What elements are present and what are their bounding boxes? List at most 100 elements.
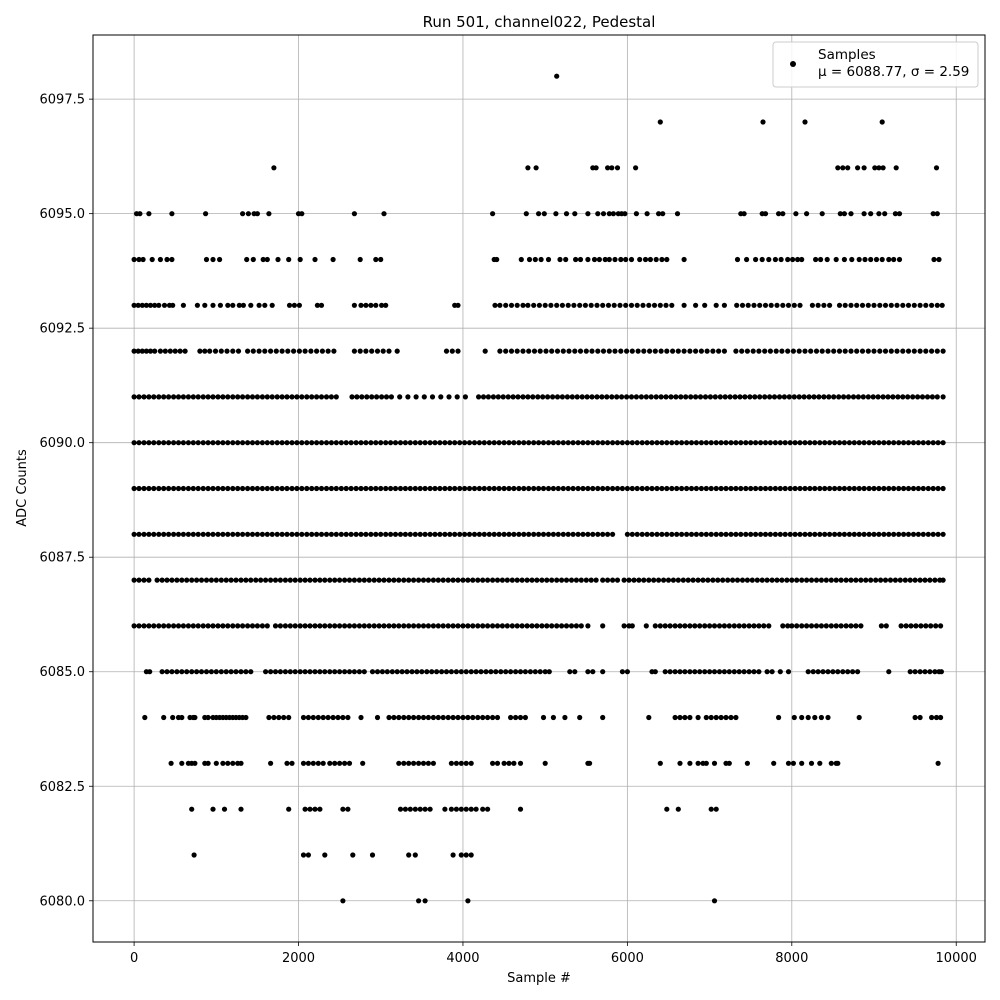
data-point (896, 440, 902, 446)
data-point (835, 760, 841, 766)
data-point (337, 577, 343, 583)
data-point (146, 623, 152, 629)
data-point (215, 440, 221, 446)
data-point (328, 485, 334, 492)
data-point (880, 165, 886, 171)
data-point (475, 623, 481, 629)
data-point (664, 348, 670, 354)
data-point (808, 577, 815, 583)
data-point (346, 760, 353, 766)
data-point (238, 806, 244, 812)
data-point (589, 394, 595, 400)
data-point (386, 623, 392, 629)
data-point (292, 577, 298, 583)
data-point (717, 394, 723, 400)
data-point (401, 760, 407, 766)
data-point (412, 440, 418, 446)
data-point (388, 440, 394, 446)
data-point (151, 485, 157, 492)
data-point (168, 760, 174, 766)
data-point (769, 577, 775, 583)
data-point (656, 577, 662, 583)
data-point (195, 485, 201, 492)
data-point (580, 531, 586, 537)
data-point (268, 760, 274, 766)
data-point (629, 485, 635, 492)
data-point (511, 531, 517, 537)
data-point (198, 577, 205, 583)
data-point (733, 714, 739, 721)
data-point (846, 531, 853, 537)
data-point (600, 714, 606, 721)
data-point (420, 577, 427, 583)
data-point (846, 440, 853, 446)
data-point (175, 531, 182, 537)
data-point (664, 531, 670, 537)
data-point (332, 623, 338, 629)
data-point (646, 714, 652, 721)
data-point (649, 485, 655, 492)
data-point (672, 623, 678, 629)
data-point (147, 302, 154, 308)
data-point (703, 531, 709, 537)
data-point (922, 669, 928, 675)
data-point (733, 531, 739, 537)
data-point (685, 577, 691, 583)
data-point (629, 531, 635, 537)
data-point (923, 302, 929, 308)
data-point (272, 577, 279, 583)
data-point (731, 623, 737, 629)
data-point (675, 806, 681, 812)
data-point (236, 302, 242, 308)
data-point (537, 348, 543, 354)
data-point (164, 577, 170, 583)
data-point (416, 898, 422, 904)
data-point (358, 485, 364, 492)
data-point (185, 485, 191, 492)
data-point (406, 577, 412, 583)
data-point (338, 485, 344, 492)
data-point (135, 348, 141, 354)
data-point (710, 348, 716, 354)
data-point (738, 440, 744, 446)
data-point (589, 348, 595, 354)
data-point (328, 394, 334, 400)
data-point (940, 485, 946, 492)
data-point (836, 440, 843, 446)
data-point (674, 485, 680, 492)
data-point (421, 394, 427, 400)
data-point (854, 348, 860, 354)
data-point (777, 440, 783, 446)
data-point (600, 348, 607, 354)
data-point (452, 531, 458, 537)
data-point (284, 531, 290, 537)
data-point (549, 577, 555, 583)
data-point (383, 440, 389, 446)
data-point (612, 348, 618, 354)
data-point (143, 348, 149, 354)
data-point (799, 714, 805, 721)
data-point (813, 577, 820, 583)
data-point (605, 165, 611, 171)
data-point (559, 577, 565, 583)
data-point (756, 623, 762, 629)
data-point (679, 531, 685, 537)
data-point (624, 394, 630, 400)
data-point (161, 485, 167, 492)
data-point (703, 714, 709, 721)
data-point (529, 623, 535, 629)
data-point (218, 577, 224, 583)
data-point (771, 760, 777, 766)
data-point (494, 623, 501, 629)
data-point (595, 485, 601, 492)
data-point (733, 348, 739, 354)
data-point (804, 211, 810, 217)
data-points (131, 73, 946, 904)
data-point (142, 714, 148, 721)
data-point (892, 577, 899, 583)
data-point (744, 760, 751, 766)
data-point (285, 348, 291, 354)
data-point (171, 485, 177, 492)
data-point (908, 623, 914, 629)
data-point (504, 623, 510, 629)
